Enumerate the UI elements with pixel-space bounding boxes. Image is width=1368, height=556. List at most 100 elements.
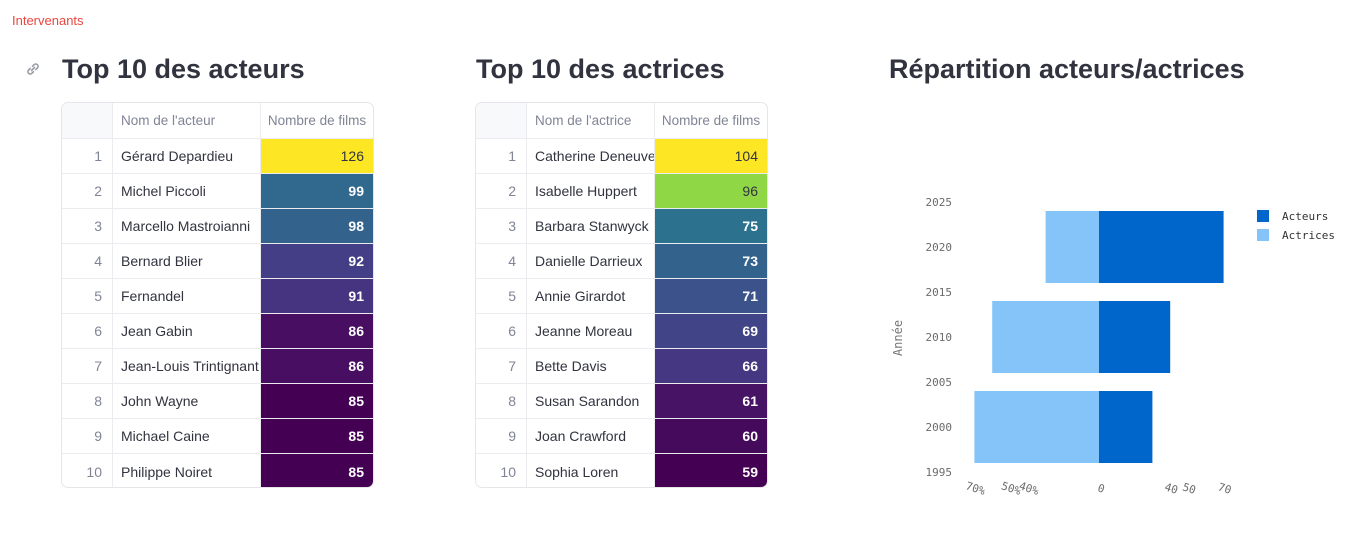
name-column-header[interactable]: Nom de l'acteur — [113, 103, 261, 138]
row-name[interactable]: Jeanne Moreau — [527, 314, 655, 348]
link-icon[interactable] — [24, 60, 42, 78]
row-index: 10 — [476, 454, 527, 487]
table-row[interactable]: 9 Michael Caine 85 — [62, 419, 373, 454]
row-name[interactable]: Jean-Louis Trintignant — [113, 349, 261, 383]
row-name[interactable]: Jean Gabin — [113, 314, 261, 348]
row-films[interactable]: 85 — [261, 384, 373, 418]
row-name[interactable]: Danielle Darrieux — [527, 244, 655, 278]
breadcrumb[interactable]: Intervenants — [12, 13, 84, 28]
y-tick-label: 2025 — [926, 196, 953, 209]
row-films[interactable]: 71 — [655, 279, 767, 313]
row-name[interactable]: Bernard Blier — [113, 244, 261, 278]
table-row[interactable]: 7 Bette Davis 66 — [476, 349, 767, 384]
bar-actrices-2020 — [1045, 211, 1099, 283]
index-header — [62, 103, 113, 138]
row-index: 2 — [476, 174, 527, 208]
row-films[interactable]: 104 — [655, 139, 767, 173]
table-row[interactable]: 1 Catherine Deneuve 104 — [476, 139, 767, 174]
row-films[interactable]: 99 — [261, 174, 373, 208]
table-row[interactable]: 5 Fernandel 91 — [62, 279, 373, 314]
row-index: 6 — [62, 314, 113, 348]
row-films[interactable]: 85 — [261, 419, 373, 453]
index-header — [476, 103, 527, 138]
table-row[interactable]: 7 Jean-Louis Trintignant 86 — [62, 349, 373, 384]
table-row[interactable]: 10 Philippe Noiret 85 — [62, 454, 373, 487]
row-films[interactable]: 86 — [261, 349, 373, 383]
table-header: Nom de l'acteur Nombre de films — [62, 103, 373, 139]
table-row[interactable]: 5 Annie Girardot 71 — [476, 279, 767, 314]
films-column-header[interactable]: Nombre de films — [267, 113, 367, 128]
table-row[interactable]: 4 Danielle Darrieux 73 — [476, 244, 767, 279]
actors-table[interactable]: Nom de l'acteur Nombre de films 1 Gérard … — [61, 102, 374, 488]
name-column-header[interactable]: Nom de l'actrice — [527, 103, 655, 138]
table-row[interactable]: 2 Isabelle Huppert 96 — [476, 174, 767, 209]
row-films[interactable]: 61 — [655, 384, 767, 418]
table-row[interactable]: 1 Gérard Depardieu 126 — [62, 139, 373, 174]
y-axis-label: Année — [891, 320, 905, 356]
legend-swatch — [1257, 229, 1269, 241]
row-index: 3 — [476, 209, 527, 243]
table-header: Nom de l'actrice Nombre de films — [476, 103, 767, 139]
row-films[interactable]: 85 — [261, 454, 373, 487]
row-films[interactable]: 75 — [655, 209, 767, 243]
table-row[interactable]: 6 Jeanne Moreau 69 — [476, 314, 767, 349]
bar-actrices-2000 — [974, 391, 1099, 463]
actresses-title: Top 10 des actrices — [476, 54, 725, 84]
row-name[interactable]: Marcello Mastroianni — [113, 209, 261, 243]
row-films[interactable]: 60 — [655, 419, 767, 453]
row-films[interactable]: 92 — [261, 244, 373, 278]
table-row[interactable]: 2 Michel Piccoli 99 — [62, 174, 373, 209]
y-tick-label: 2005 — [926, 376, 953, 389]
bar-acteurs-2010 — [1099, 301, 1171, 373]
row-name[interactable]: Joan Crawford — [527, 419, 655, 453]
row-name[interactable]: Isabelle Huppert — [527, 174, 655, 208]
row-index: 1 — [476, 139, 527, 173]
table-row[interactable]: 10 Sophia Loren 59 — [476, 454, 767, 487]
row-name[interactable]: Michael Caine — [113, 419, 261, 453]
row-index: 7 — [476, 349, 527, 383]
row-films[interactable]: 69 — [655, 314, 767, 348]
row-name[interactable]: Gérard Depardieu — [113, 139, 261, 173]
y-tick-label: 2000 — [926, 421, 953, 434]
row-films[interactable]: 126 — [261, 139, 373, 173]
row-name[interactable]: Philippe Noiret — [113, 454, 261, 487]
row-index: 9 — [476, 419, 527, 453]
row-index: 6 — [476, 314, 527, 348]
row-name[interactable]: Michel Piccoli — [113, 174, 261, 208]
row-films[interactable]: 73 — [655, 244, 767, 278]
row-index: 10 — [62, 454, 113, 487]
table-row[interactable]: 6 Jean Gabin 86 — [62, 314, 373, 349]
table-row[interactable]: 9 Joan Crawford 60 — [476, 419, 767, 454]
row-index: 8 — [476, 384, 527, 418]
legend-label: Acteurs — [1282, 210, 1328, 223]
row-films[interactable]: 98 — [261, 209, 373, 243]
row-films[interactable]: 86 — [261, 314, 373, 348]
table-row[interactable]: 4 Bernard Blier 92 — [62, 244, 373, 279]
row-index: 5 — [476, 279, 527, 313]
actresses-table[interactable]: Nom de l'actrice Nombre de films 1 Cather… — [475, 102, 768, 488]
row-name[interactable]: John Wayne — [113, 384, 261, 418]
row-name[interactable]: Annie Girardot — [527, 279, 655, 313]
row-films[interactable]: 91 — [261, 279, 373, 313]
row-name[interactable]: Sophia Loren — [527, 454, 655, 487]
chart-title: Répartition acteurs/actrices — [889, 54, 1245, 84]
row-films[interactable]: 66 — [655, 349, 767, 383]
films-column-header[interactable]: Nombre de films — [661, 113, 761, 128]
row-name[interactable]: Fernandel — [113, 279, 261, 313]
row-index: 4 — [62, 244, 113, 278]
row-name[interactable]: Barbara Stanwyck — [527, 209, 655, 243]
table-row[interactable]: 3 Marcello Mastroianni 98 — [62, 209, 373, 244]
row-index: 9 — [62, 419, 113, 453]
row-name[interactable]: Catherine Deneuve — [527, 139, 655, 173]
x-tick-label: 0 — [1096, 481, 1106, 495]
row-index: 8 — [62, 384, 113, 418]
table-row[interactable]: 3 Barbara Stanwyck 75 — [476, 209, 767, 244]
table-row[interactable]: 8 Susan Sarandon 61 — [476, 384, 767, 419]
row-index: 1 — [62, 139, 113, 173]
row-films[interactable]: 96 — [655, 174, 767, 208]
row-name[interactable]: Bette Davis — [527, 349, 655, 383]
row-index: 3 — [62, 209, 113, 243]
row-name[interactable]: Susan Sarandon — [527, 384, 655, 418]
table-row[interactable]: 8 John Wayne 85 — [62, 384, 373, 419]
row-films[interactable]: 59 — [655, 454, 767, 487]
